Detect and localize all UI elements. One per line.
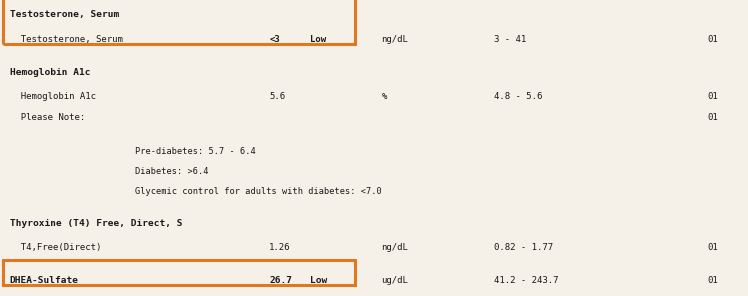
Text: Glycemic control for adults with diabetes: <7.0: Glycemic control for adults with diabete…: [135, 187, 381, 196]
Text: ng/dL: ng/dL: [381, 35, 408, 44]
Text: T4,Free(Direct): T4,Free(Direct): [10, 243, 101, 252]
Text: 1.26: 1.26: [269, 243, 291, 252]
Text: 5.6: 5.6: [269, 92, 286, 101]
Text: Pre-diabetes: 5.7 - 6.4: Pre-diabetes: 5.7 - 6.4: [135, 147, 255, 155]
Text: ug/dL: ug/dL: [381, 276, 408, 285]
Text: Diabetes: >6.4: Diabetes: >6.4: [135, 167, 208, 176]
Text: 26.7: 26.7: [269, 276, 292, 285]
Text: 01: 01: [708, 92, 718, 101]
Text: 01: 01: [708, 35, 718, 44]
Text: 3 - 41: 3 - 41: [494, 35, 526, 44]
Text: %: %: [381, 92, 387, 101]
Text: Low: Low: [310, 35, 327, 44]
Text: 4.8 - 5.6: 4.8 - 5.6: [494, 92, 542, 101]
Text: 01: 01: [708, 276, 718, 285]
Text: <3: <3: [269, 35, 280, 44]
Text: Please Note:: Please Note:: [10, 113, 85, 122]
Text: 01: 01: [708, 113, 718, 122]
Text: Hemoglobin A1c: Hemoglobin A1c: [10, 68, 91, 77]
Text: 0.82 - 1.77: 0.82 - 1.77: [494, 243, 553, 252]
Text: Testosterone, Serum: Testosterone, Serum: [10, 10, 119, 19]
Text: Testosterone, Serum: Testosterone, Serum: [10, 35, 123, 44]
Text: DHEA-Sulfate: DHEA-Sulfate: [10, 276, 79, 285]
Text: Hemoglobin A1c: Hemoglobin A1c: [10, 92, 96, 101]
Text: Thyroxine (T4) Free, Direct, S: Thyroxine (T4) Free, Direct, S: [10, 219, 183, 228]
Text: Low: Low: [310, 276, 328, 285]
Text: 41.2 - 243.7: 41.2 - 243.7: [494, 276, 558, 285]
Text: ng/dL: ng/dL: [381, 243, 408, 252]
Text: 01: 01: [708, 243, 718, 252]
